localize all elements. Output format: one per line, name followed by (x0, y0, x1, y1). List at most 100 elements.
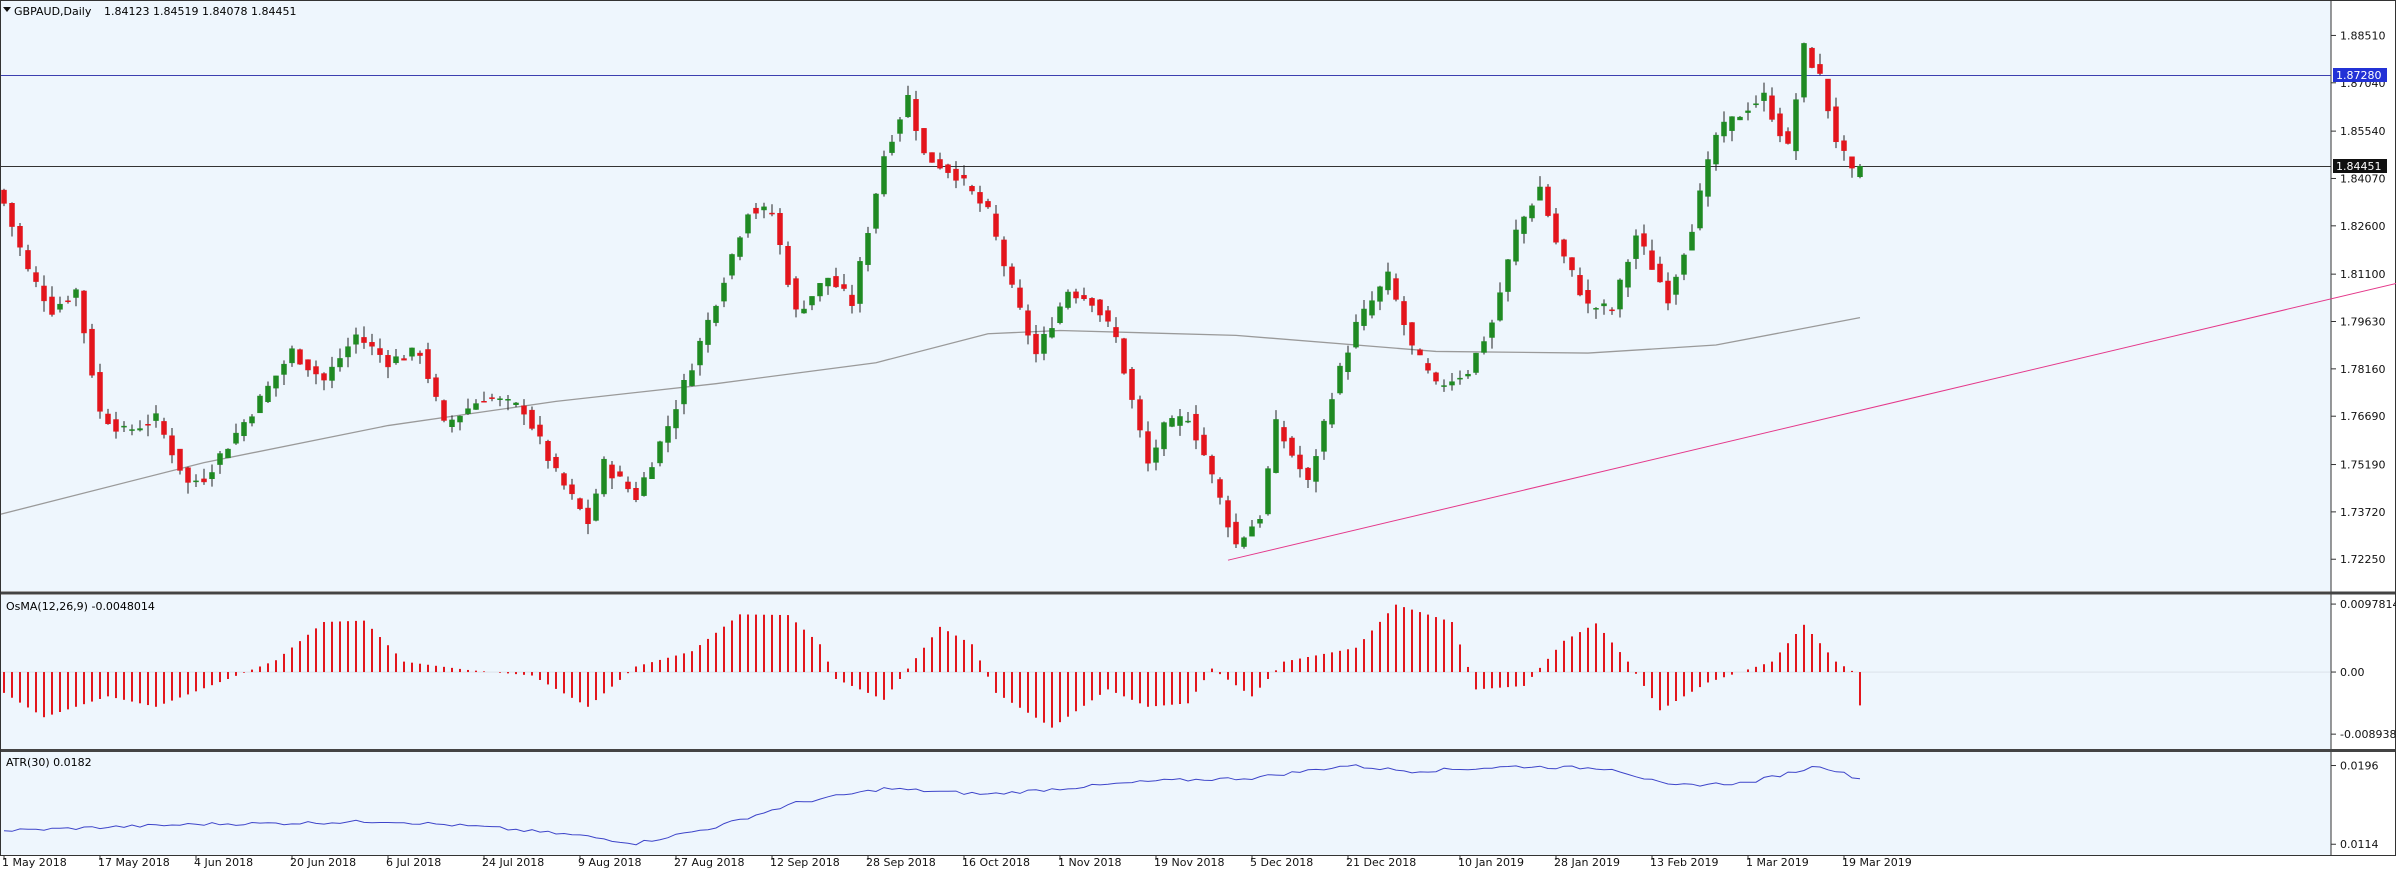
candle-body-bear (545, 440, 551, 461)
candle-body-bull (1329, 399, 1335, 425)
candle (225, 448, 231, 459)
candle (1417, 348, 1423, 356)
candle (1105, 306, 1111, 327)
candle (497, 396, 503, 407)
candle-body-bear (1209, 455, 1215, 475)
candle (1777, 107, 1783, 143)
candle (1649, 239, 1655, 270)
candle-body-bull (873, 193, 879, 229)
candle (1297, 445, 1303, 478)
candle (161, 417, 167, 439)
candle-body-bear (1609, 309, 1615, 312)
candle (1129, 367, 1135, 409)
atr-line (3, 764, 1861, 846)
candle-body-bull (681, 380, 687, 405)
candle-body-bear (1281, 427, 1287, 442)
candle-body-bear (81, 290, 87, 334)
trendline[interactable] (1227, 71, 2396, 561)
candle (1681, 253, 1687, 281)
candle-body-bear (961, 174, 967, 179)
candle-body-bear (1025, 310, 1031, 336)
candle-body-bear (609, 464, 615, 479)
candle (817, 283, 823, 302)
candle (369, 333, 375, 356)
candle (1481, 336, 1487, 355)
candle (1633, 229, 1639, 270)
atr-panel[interactable] (1, 752, 2331, 855)
candle (121, 421, 127, 432)
candle (545, 439, 551, 469)
price-panel[interactable] (1, 1, 2331, 591)
candle (281, 360, 287, 385)
candle-body-bear (385, 355, 391, 368)
candle-body-bear (1409, 322, 1415, 346)
candle (1001, 236, 1007, 277)
candle (457, 415, 463, 431)
candle-body-bear (65, 300, 71, 303)
candle (1425, 358, 1431, 374)
candle (1521, 215, 1527, 244)
candle (1665, 272, 1671, 311)
candle-body-bear (1145, 431, 1151, 464)
candle (177, 448, 183, 475)
candle (1753, 95, 1759, 108)
candle-body-bull (697, 340, 703, 366)
candle-body-bull (1801, 43, 1807, 98)
candle (1265, 466, 1271, 516)
candle (1257, 515, 1263, 528)
candle (1025, 304, 1031, 345)
candle (129, 424, 135, 436)
candle-body-bull (1481, 341, 1487, 353)
candle-body-bull (721, 282, 727, 302)
price-tick-label: 1.81100 (2340, 268, 2386, 281)
candle (1529, 203, 1535, 222)
candle-body-bear (1641, 233, 1647, 247)
candle (1729, 116, 1735, 142)
candle (505, 394, 511, 411)
candle-body-bear (577, 498, 583, 509)
candle (977, 185, 983, 212)
candle (137, 420, 143, 432)
candle (1745, 102, 1751, 121)
candle (849, 284, 855, 314)
candle-body-bull (289, 348, 295, 364)
candle-body-bull (393, 356, 399, 364)
candle (321, 372, 327, 391)
candle (585, 499, 591, 535)
candle (153, 405, 159, 428)
candle-body-bear (1, 189, 7, 204)
candle-body-bear (1137, 399, 1143, 431)
candle (1585, 279, 1591, 314)
candle (1705, 151, 1711, 207)
candle-body-bear (185, 467, 191, 483)
candle-body-bull (1497, 292, 1503, 321)
atr-layer: 0.0196 0.0114 (3, 760, 2379, 851)
candle (1457, 370, 1463, 385)
candle (33, 266, 39, 288)
candle-body-bull (801, 308, 807, 314)
candle (1393, 273, 1399, 302)
candle (1737, 115, 1743, 121)
candle-body-bull (881, 156, 887, 195)
candle-body-bear (49, 296, 55, 315)
candle (1369, 291, 1375, 319)
candle-body-bear (1417, 349, 1423, 356)
candle (729, 253, 735, 280)
candle-body-bull (1489, 322, 1495, 338)
candle (1137, 395, 1143, 438)
candle-body-bull (1049, 328, 1055, 338)
candle (1569, 257, 1575, 277)
dropdown-arrow-icon[interactable] (3, 7, 11, 12)
candle (785, 241, 791, 288)
candle (1697, 183, 1703, 231)
candle (65, 295, 71, 304)
candle-body-bull (1793, 99, 1799, 152)
candle (385, 350, 391, 379)
time-tick-label: 24 Jul 2018 (482, 856, 544, 869)
candle (777, 208, 783, 255)
candle-body-bear (1553, 213, 1559, 243)
atr-label: ATR(30) 0.0182 (6, 756, 92, 769)
candle (433, 373, 439, 402)
candle-body-bull (497, 398, 503, 400)
